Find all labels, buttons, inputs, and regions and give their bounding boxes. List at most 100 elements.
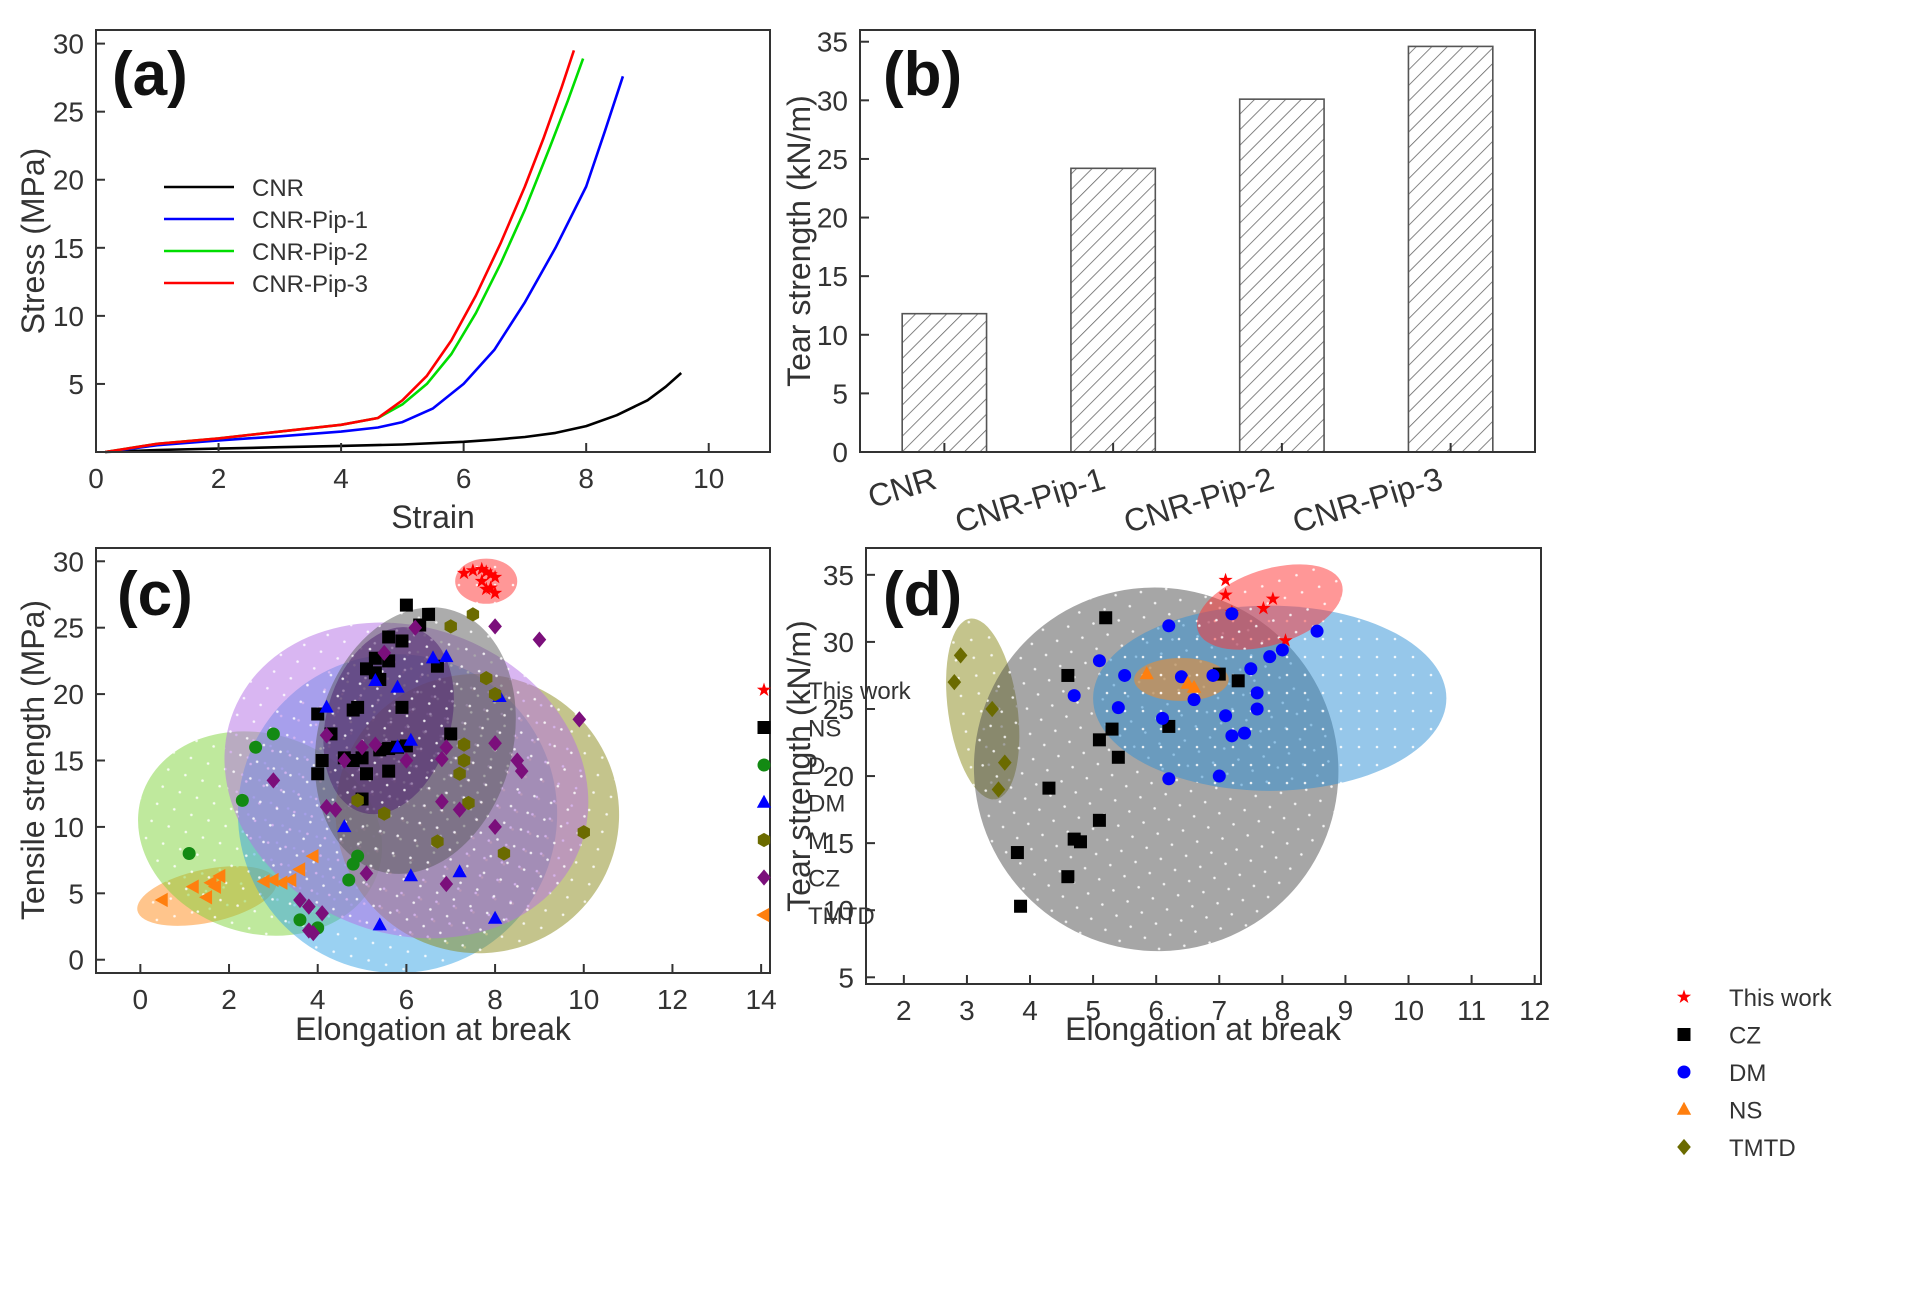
panel-d-point-dm xyxy=(1238,726,1252,740)
panel-c-point-cz xyxy=(488,818,502,836)
panel-c-x-tick-label: 10 xyxy=(568,984,599,1015)
panel-d-point-cz xyxy=(1092,813,1106,827)
panel-d-legend-marker-ns xyxy=(1676,1101,1692,1115)
panel-c-point-cz xyxy=(488,735,502,752)
panel-d-point-dm xyxy=(1225,607,1239,621)
panel-c-point-ns xyxy=(399,598,413,612)
panel-d-x-tick-label: 6 xyxy=(1148,995,1164,1026)
panel-c-point-tmtd xyxy=(265,872,279,888)
panel-d-legend-label-this-work: This work xyxy=(1729,985,1833,1012)
panel-c-point-cz xyxy=(572,711,587,728)
panel-c-point-cz xyxy=(377,644,392,662)
panel-a: 0 2 4 6 8 10 5 10 15 20 25 30 Strain Stress (MPa) (… xyxy=(15,29,771,535)
panel-c-x-tick-label: 4 xyxy=(310,984,326,1015)
panel-c-point-cz xyxy=(368,736,383,753)
panel-b-bar-cnr-pip-3 xyxy=(1407,45,1494,453)
panel-c-point-this-work xyxy=(474,561,489,576)
panel-c-y-axis-title: Tensile strength (MPa) xyxy=(15,600,51,920)
panel-a-y-tick-label: 5 xyxy=(68,369,84,400)
panel-b-y-axis-title: Tear strength (kN/m) xyxy=(781,95,817,387)
panel-b-y-tick-label: 20 xyxy=(817,203,848,234)
panel-c-point-ns xyxy=(368,651,382,665)
panel-d-point-tmtd xyxy=(985,700,999,718)
panel-a-legend-label-cnr-pip-2: CNR-Pip-2 xyxy=(252,239,368,266)
panel-d-point-dm xyxy=(1244,662,1258,676)
panel-c-x-tick-label: 12 xyxy=(657,984,688,1015)
panel-c-point-dm xyxy=(368,673,383,687)
panel-c-point-cz xyxy=(408,619,423,636)
panel-c-tag: (c) xyxy=(117,560,193,629)
panel-d-point-cz xyxy=(1010,846,1024,860)
panel-d-x-tick-label: 4 xyxy=(1022,995,1038,1026)
panel-d-point-dm xyxy=(1111,701,1125,715)
panel-c-point-m xyxy=(351,793,364,808)
panel-c-point-tmtd xyxy=(283,872,297,888)
panel-c-point-ns xyxy=(422,607,436,621)
panel-c-point-cz xyxy=(315,905,329,922)
panel-a-y-tick-label: 25 xyxy=(53,97,84,128)
panel-d-y-tick-label: 30 xyxy=(823,627,854,658)
panel-c-point-ns xyxy=(359,662,373,676)
panel-d-point-dm xyxy=(1212,769,1226,783)
panel-c-point-cz xyxy=(337,752,352,769)
panel-d-point-dm xyxy=(1310,624,1324,638)
panel-c-point-d xyxy=(266,727,280,741)
panel-d-point-cz xyxy=(1061,870,1075,884)
panel-d-point-dm xyxy=(1206,668,1220,682)
panel-d-x-tick-label: 5 xyxy=(1085,995,1101,1026)
panel-d-x-tick-label: 11 xyxy=(1457,995,1486,1026)
panel-a-x-axis-title: Strain xyxy=(391,499,475,535)
panel-d-point-dm xyxy=(1162,772,1176,786)
panel-a-x-tick-label: 4 xyxy=(333,463,349,494)
panel-d-point-cz xyxy=(1073,835,1087,849)
panel-d-point-dm xyxy=(1250,702,1264,716)
panel-c-point-cz xyxy=(328,801,343,818)
panel-c-point-d xyxy=(235,793,249,807)
panel-c-point-cz xyxy=(319,727,334,744)
panel-c-x-tick-label: 2 xyxy=(221,984,237,1015)
panel-d-point-tmtd xyxy=(953,647,968,664)
panel-d: 2 3 4 5 6 7 8 9 10 11 12 5 10 15 20 25 30 35 Elongation a… xyxy=(781,547,1833,1162)
panel-a-y-tick-label: 30 xyxy=(53,29,84,60)
panel-b-y-tick-label: 25 xyxy=(817,144,848,175)
panel-c-point-tmtd xyxy=(212,868,226,884)
panel-a-series-line-cnr-pip-1 xyxy=(105,75,625,454)
panel-c-point-m xyxy=(457,753,471,768)
panel-c-point-cz xyxy=(355,739,369,756)
panel-c-point-this-work xyxy=(465,563,481,577)
panel-d-x-tick-label: 3 xyxy=(959,995,975,1026)
panel-c-point-tmtd xyxy=(274,875,288,890)
panel-c-point-dm xyxy=(452,864,467,878)
panel-c-point-ns xyxy=(346,703,360,717)
panel-c-point-m xyxy=(462,795,475,811)
panel-c-point-ns xyxy=(315,754,329,767)
panel-b-y-tick-label: 30 xyxy=(817,85,848,116)
panel-d-legend-marker-tmtd xyxy=(1677,1138,1691,1156)
panel-c-y-tick-label: 20 xyxy=(53,679,84,710)
panel-c-point-dm xyxy=(403,868,418,882)
panel-c-point-this-work xyxy=(479,581,494,596)
panel-c-point-m xyxy=(497,846,511,861)
panel-c-point-dm xyxy=(390,739,405,753)
panel-c-point-m xyxy=(453,766,466,781)
panel-b-bar-cnr-pip-1 xyxy=(1070,167,1157,453)
panel-c-point-this-work xyxy=(474,573,489,588)
panel-c-point-cz xyxy=(435,751,449,768)
panel-a-x-tick-label: 10 xyxy=(693,463,724,494)
panel-c-point-dm xyxy=(319,699,334,713)
panel-b-bar-cnr-pip-2 xyxy=(1238,98,1325,453)
panel-c-point-dm xyxy=(337,819,352,833)
panel-c-y-tick-label: 10 xyxy=(53,812,84,843)
panel-d-point-dm xyxy=(1092,654,1106,668)
panel-a-tag: (a) xyxy=(112,40,188,109)
panel-d-legend-marker-this-work xyxy=(1676,989,1692,1004)
panel-c-point-tmtd xyxy=(154,892,168,908)
panel-c-point-tmtd xyxy=(256,874,270,889)
panel-b-y-tick-label: 0 xyxy=(832,437,848,468)
panel-a-x-tick-label: 6 xyxy=(456,463,472,494)
panel-c-x-tick-label: 8 xyxy=(487,984,503,1015)
panel-a-y-tick-label: 20 xyxy=(53,165,84,196)
panel-c-x-tick-label: 14 xyxy=(746,984,777,1015)
panel-a-legend-label-cnr-pip-1: CNR-Pip-1 xyxy=(252,207,368,234)
